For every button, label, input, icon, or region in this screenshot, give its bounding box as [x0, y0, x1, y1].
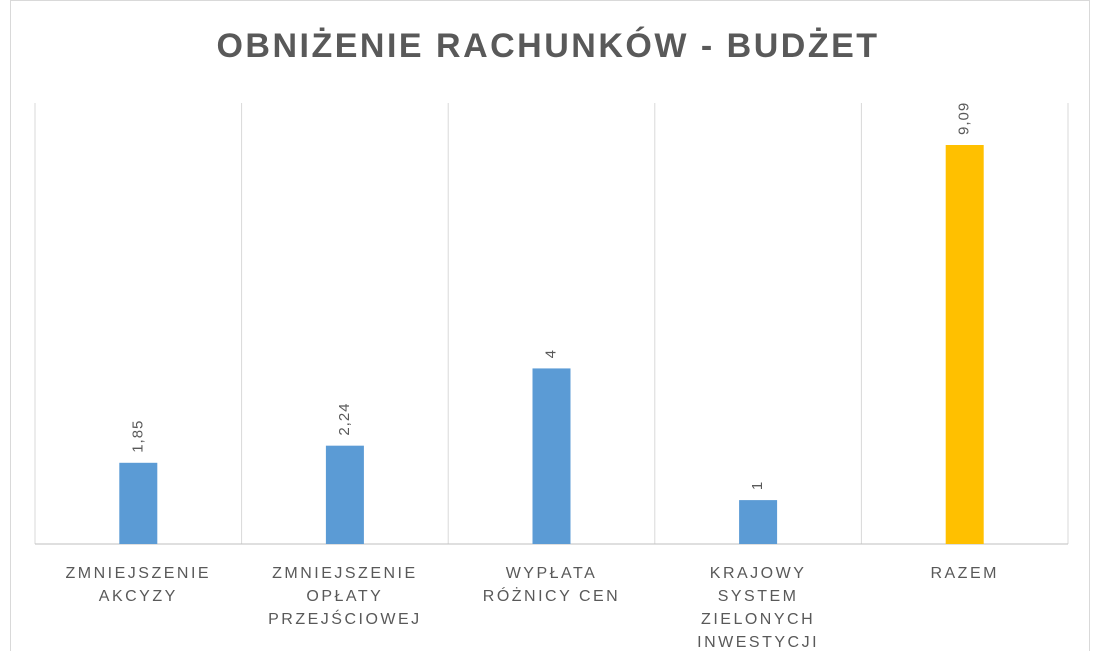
bar — [325, 445, 364, 544]
value-label: 1 — [749, 481, 766, 490]
bar — [532, 368, 571, 544]
x-tick-label: WYPŁATA RÓŻNICY CEN — [482, 565, 621, 605]
chart-title: OBNIŻENIE RACHUNKÓW - BUDŻET — [216, 27, 879, 65]
value-label: 1,85 — [129, 420, 146, 453]
chart-frame — [10, 0, 1090, 651]
x-tick-label: ZMNIEJSZENIE OPŁATY PRZEJŚCIOWEJ — [268, 565, 422, 628]
bar — [945, 145, 984, 544]
x-tick-label: RAZEM — [930, 565, 999, 582]
value-label: 2,24 — [336, 402, 353, 435]
x-tick-label: KRAJOWY SYSTEM ZIELONYCH INWESTYCJI — [697, 565, 820, 651]
value-label: 9,09 — [956, 102, 973, 135]
value-label: 4 — [542, 349, 559, 358]
bar — [119, 462, 158, 544]
x-tick-label: ZMNIEJSZENIE AKCYZY — [65, 565, 212, 605]
bar — [739, 500, 778, 544]
